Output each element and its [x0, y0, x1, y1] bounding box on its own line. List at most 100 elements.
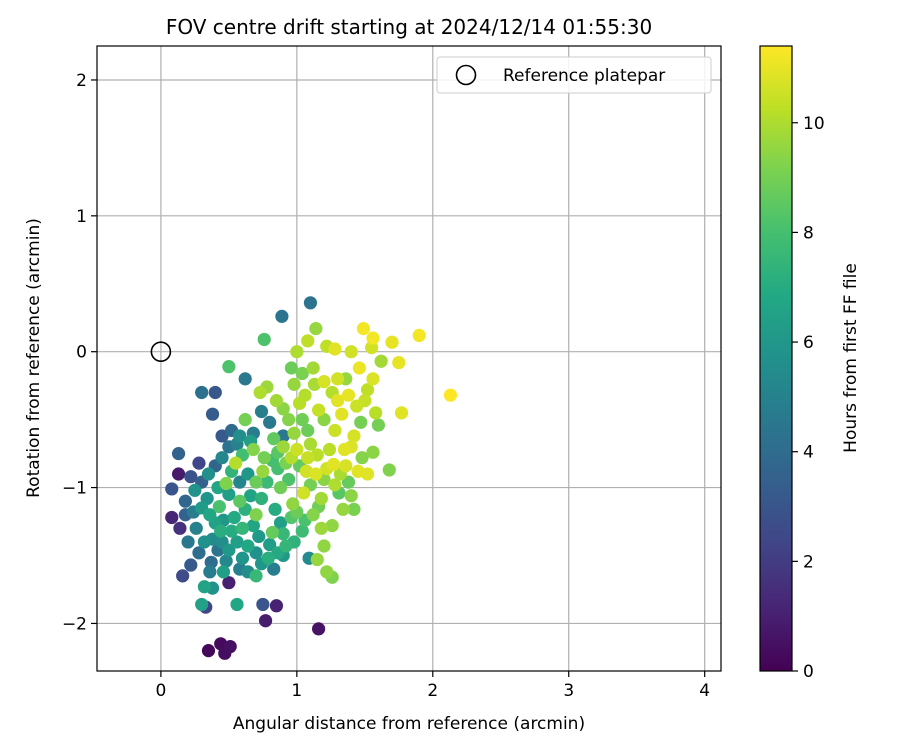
scatter-point	[347, 502, 361, 516]
scatter-point	[276, 440, 290, 454]
scatter-point	[260, 475, 274, 489]
colorbar: 0 2 4 6 8 10 Hours from first FF file	[759, 45, 861, 682]
scatter-point	[249, 508, 263, 522]
scatter-point	[208, 385, 222, 400]
x-axis-label: Angular distance from reference (arcmin)	[233, 714, 585, 734]
scatter-point	[301, 334, 315, 348]
scatter-point	[366, 331, 380, 345]
scatter-point	[331, 372, 345, 386]
scatter-point	[195, 385, 209, 400]
scatter-point	[184, 558, 198, 572]
scatter-point	[306, 508, 320, 522]
scatter-point	[269, 599, 284, 613]
scatter-point	[192, 546, 206, 560]
y-axis-ticks: −2 −1 0 1 2	[62, 71, 97, 634]
x-tick-label: 1	[291, 681, 302, 701]
scatter-point	[201, 467, 216, 481]
scatter-point	[195, 597, 209, 612]
scatter-point	[322, 442, 337, 457]
scatter-point	[328, 478, 342, 492]
scatter-point	[276, 527, 290, 541]
colorbar-tick-label: 8	[803, 223, 814, 243]
scatter-point	[257, 451, 271, 465]
y-tick-label: 1	[76, 207, 87, 227]
scatter-point	[229, 456, 243, 470]
scatter-point	[301, 451, 315, 465]
scatter-point	[341, 388, 356, 402]
x-tick-label: 0	[155, 681, 166, 701]
colorbar-ticks: 0 2 4 6 8 10	[792, 114, 825, 682]
scatter-point	[263, 415, 277, 429]
scatter-point	[339, 459, 353, 473]
scatter-point	[325, 519, 339, 533]
scatter-point	[230, 535, 244, 549]
scatter-point	[219, 554, 233, 568]
scatter-point	[224, 524, 239, 538]
plot-frame	[96, 45, 722, 672]
scatter-point	[287, 377, 301, 391]
chart-title: FOV centre drift starting at 2024/12/14 …	[166, 15, 652, 39]
scatter-point	[290, 345, 304, 359]
scatter-point	[216, 565, 231, 579]
scatter-point	[326, 457, 341, 472]
scatter-point	[443, 388, 458, 402]
scatter-point	[273, 480, 288, 495]
scatter-point	[360, 467, 375, 481]
scatter-point	[165, 510, 179, 525]
scatter-point	[287, 426, 301, 440]
scatter-point	[344, 345, 358, 359]
scatter-point	[223, 639, 237, 654]
scatter-point	[256, 464, 270, 478]
scatter-point	[165, 482, 179, 496]
x-axis-ticks: 0 1 2 3 4	[155, 671, 710, 701]
scatter-point	[235, 551, 250, 565]
colorbar-tick-label: 4	[803, 443, 814, 463]
scatter-point	[328, 342, 342, 356]
scatter-point	[275, 309, 289, 323]
scatter-point	[238, 372, 252, 386]
scatter-point	[350, 399, 364, 413]
scatter-point	[310, 552, 324, 567]
scatter-point	[284, 361, 299, 375]
colorbar-label: Hours from first FF file	[841, 263, 861, 453]
scatter-point	[337, 442, 352, 457]
scatter-point	[371, 418, 386, 432]
scatter-point	[184, 470, 198, 484]
scatter-point	[238, 413, 252, 427]
colorbar-tick-label: 0	[803, 662, 814, 682]
scatter-point	[317, 374, 331, 389]
scatter-point	[369, 406, 383, 420]
scatter-point	[188, 483, 202, 497]
scatter-point	[292, 396, 307, 410]
scatter-point	[173, 521, 187, 535]
scatter-point	[314, 491, 328, 506]
scatter-point	[344, 489, 358, 503]
colorbar-tick-label: 10	[803, 114, 825, 134]
legend-box	[436, 56, 712, 94]
scatter-point	[171, 447, 186, 461]
legend-marker-icon	[455, 64, 477, 86]
scatter-point	[192, 456, 206, 470]
scatter-point	[311, 403, 326, 417]
scatter-point	[336, 502, 350, 516]
scatter-point	[314, 521, 328, 535]
scatter-point	[197, 580, 211, 594]
scatter-point	[254, 404, 269, 419]
scatter-point	[328, 423, 342, 438]
scatter-point	[306, 361, 320, 375]
scatter-point	[181, 535, 195, 549]
scatter-point	[178, 494, 192, 508]
scatter-point	[230, 597, 244, 612]
scatter-point	[268, 502, 282, 516]
scatter-point	[282, 472, 296, 487]
scatter-point	[233, 429, 247, 443]
scatter-point	[258, 614, 273, 628]
scatter-point	[205, 407, 220, 421]
scatter-point	[252, 529, 266, 544]
scatter-point	[265, 525, 279, 540]
scatter-point	[197, 535, 211, 549]
y-axis-label: Rotation from reference (arcmin)	[24, 218, 44, 498]
scatter-point	[303, 437, 318, 451]
scatter-point	[189, 521, 203, 535]
scatter-point	[309, 322, 323, 336]
